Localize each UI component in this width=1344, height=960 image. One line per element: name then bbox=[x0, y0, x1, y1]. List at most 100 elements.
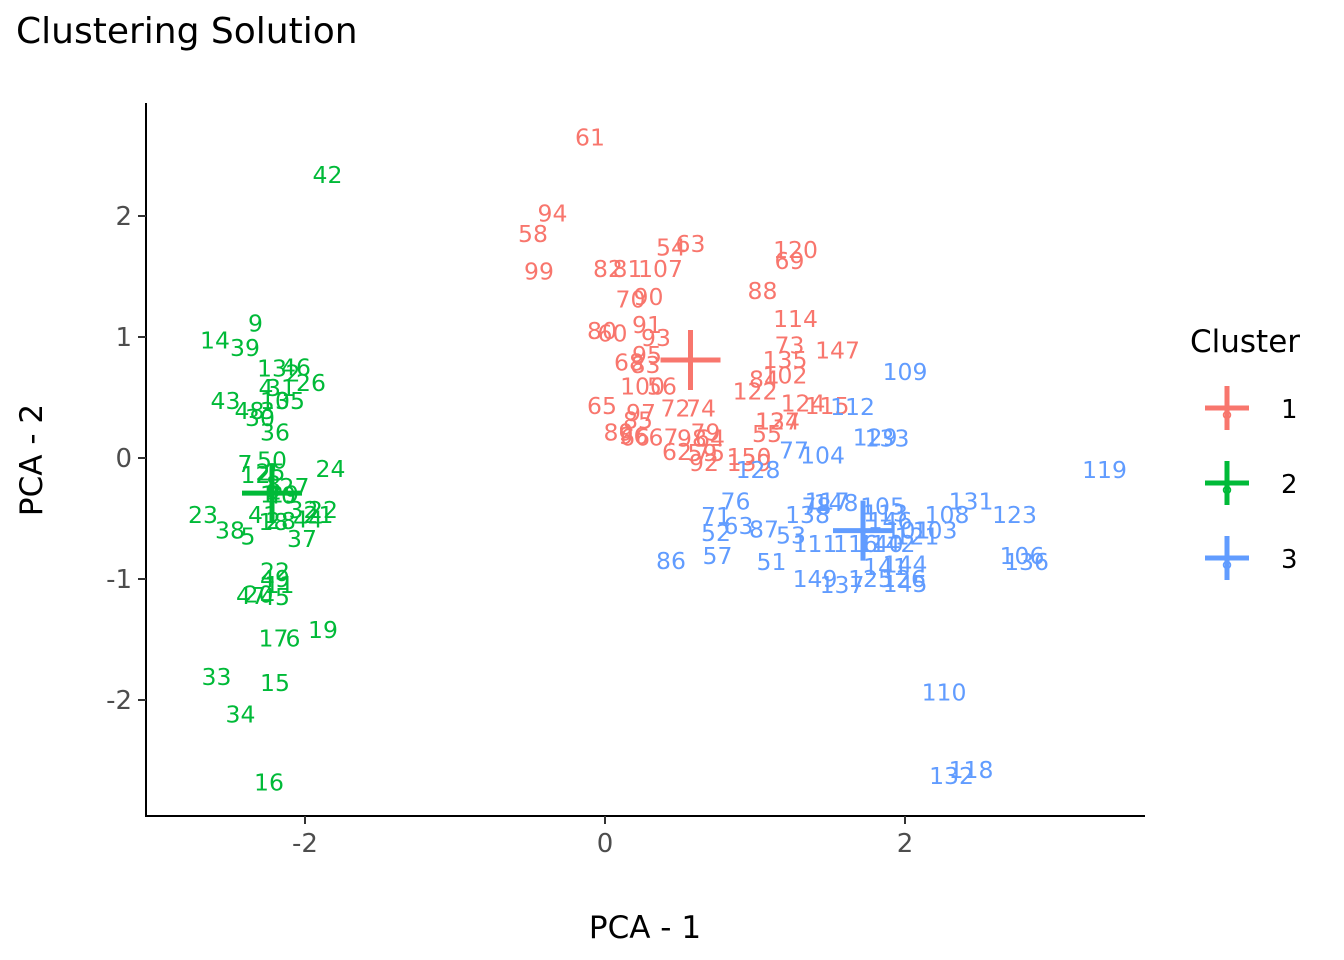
point-label-cluster-3: 148 bbox=[814, 489, 859, 517]
point-label-cluster-3: 71 bbox=[701, 502, 731, 530]
y-axis-title: PCA - 2 bbox=[14, 404, 50, 516]
point-label-cluster-1: 89 bbox=[604, 419, 634, 447]
point-label-cluster-3: 133 bbox=[865, 425, 910, 453]
point-label-cluster-1: 92 bbox=[689, 449, 719, 477]
point-label-cluster-1: 107 bbox=[638, 255, 683, 283]
point-label-cluster-3: 86 bbox=[656, 547, 686, 575]
point-label-cluster-2: 30 bbox=[245, 404, 275, 432]
point-label-cluster-3: 57 bbox=[703, 542, 733, 570]
point-label-cluster-1: 147 bbox=[815, 336, 860, 364]
point-label-cluster-1: 70 bbox=[616, 285, 646, 313]
legend-label-1: 1 bbox=[1281, 395, 1298, 425]
y-ticks: -2 -1 0 1 2 bbox=[106, 202, 146, 716]
point-label-cluster-2: 35 bbox=[275, 387, 305, 415]
point-label-cluster-3: 121 bbox=[895, 523, 940, 551]
point-label-cluster-3: 123 bbox=[992, 501, 1037, 529]
legend-key-1-dot bbox=[1222, 410, 1232, 420]
x-tick-label: 0 bbox=[597, 829, 614, 859]
point-label-cluster-2: 49 bbox=[260, 565, 290, 593]
legend-key-3-dot bbox=[1222, 560, 1232, 570]
point-label-cluster-3: 108 bbox=[925, 501, 970, 529]
point-label-cluster-3: 129 bbox=[853, 423, 898, 451]
point-label-cluster-1: 97 bbox=[626, 399, 656, 427]
point-label-cluster-2: 22 bbox=[308, 496, 338, 524]
point-label-cluster-1: 124 bbox=[781, 390, 826, 418]
point-label-cluster-3: 104 bbox=[800, 442, 845, 470]
point-label-cluster-2: 5 bbox=[241, 523, 256, 551]
point-label-cluster-1: 54 bbox=[656, 233, 686, 261]
point-label-cluster-3: 125 bbox=[848, 565, 893, 593]
point-label-cluster-2: 2 bbox=[286, 359, 301, 387]
point-label-cluster-3: 105 bbox=[860, 492, 905, 520]
point-label-cluster-3: 126 bbox=[881, 565, 926, 593]
point-label-cluster-3: 138 bbox=[785, 501, 830, 529]
point-label-cluster-2: 27 bbox=[280, 473, 310, 501]
point-label-cluster-3: 149 bbox=[793, 565, 838, 593]
point-label-cluster-1: 122 bbox=[733, 377, 778, 405]
y-tick-label: -2 bbox=[106, 686, 132, 716]
point-label-cluster-3: 110 bbox=[922, 679, 967, 707]
legend-label-3: 3 bbox=[1281, 545, 1298, 575]
point-label-cluster-2: 7 bbox=[238, 450, 253, 478]
point-label-cluster-2: 32 bbox=[289, 496, 319, 524]
point-label-cluster-2: 38 bbox=[215, 517, 245, 545]
point-label-cluster-2: 13 bbox=[257, 354, 287, 382]
point-label-cluster-3: 142 bbox=[871, 530, 916, 558]
point-label-cluster-1: 73 bbox=[775, 331, 805, 359]
point-label-cluster-2: 37 bbox=[287, 525, 317, 553]
point-label-cluster-3: 106 bbox=[1000, 542, 1045, 570]
y-tick-label: 1 bbox=[115, 323, 132, 353]
point-label-cluster-1: 83 bbox=[631, 351, 661, 379]
point-label-cluster-3: 77 bbox=[779, 437, 809, 465]
point-label-cluster-2: 10 bbox=[260, 387, 290, 415]
point-label-cluster-3: 63 bbox=[724, 512, 754, 540]
legend-label-2: 2 bbox=[1281, 470, 1298, 500]
point-label-cluster-3: 131 bbox=[949, 488, 994, 516]
point-label-cluster-1: 81 bbox=[613, 255, 643, 283]
point-label-cluster-2: 23 bbox=[188, 501, 218, 529]
point-label-cluster-2: 21 bbox=[304, 501, 334, 529]
legend-key-2-dot bbox=[1222, 485, 1232, 495]
legend: Cluster 1 2 3 bbox=[1190, 324, 1300, 580]
point-label-cluster-3: 145 bbox=[883, 570, 928, 598]
point-label-cluster-1: 127 bbox=[755, 408, 800, 436]
point-label-cluster-3: 76 bbox=[721, 488, 751, 516]
point-label-cluster-3: 109 bbox=[883, 358, 928, 386]
point-label-cluster-3: 136 bbox=[1004, 548, 1049, 576]
point-label-cluster-1: 90 bbox=[634, 283, 664, 311]
point-label-cluster-2: 48 bbox=[235, 397, 265, 425]
point-label-cluster-1: 88 bbox=[748, 277, 778, 305]
centroid-markers bbox=[242, 329, 893, 561]
point-label-cluster-2: 11 bbox=[265, 571, 295, 599]
point-label-cluster-1: 56 bbox=[647, 373, 677, 401]
point-label-cluster-1: 74 bbox=[686, 394, 716, 422]
point-label-cluster-2: 31 bbox=[266, 374, 296, 402]
point-label-cluster-1: 63 bbox=[676, 230, 706, 258]
point-label-cluster-1: 120 bbox=[773, 236, 818, 264]
point-label-cluster-1: 84 bbox=[749, 365, 779, 393]
chart-title: Clustering Solution bbox=[16, 11, 358, 52]
y-tick-label: 2 bbox=[115, 202, 132, 232]
point-label-cluster-1: 82 bbox=[593, 255, 623, 283]
point-label-cluster-1: 114 bbox=[773, 305, 818, 333]
point-label-cluster-2: 39 bbox=[230, 334, 260, 362]
point-label-cluster-3: 52 bbox=[701, 519, 731, 547]
point-label-cluster-3: 78 bbox=[802, 492, 832, 520]
point-label-cluster-1: 91 bbox=[632, 311, 662, 339]
x-tick-label: 2 bbox=[897, 829, 914, 859]
point-label-cluster-1: 55 bbox=[752, 420, 782, 448]
legend-title: Cluster bbox=[1190, 324, 1300, 360]
point-label-cluster-1: 99 bbox=[524, 258, 554, 286]
point-label-cluster-1: 98 bbox=[677, 425, 707, 453]
point-label-cluster-3: 113 bbox=[863, 500, 908, 528]
point-label-cluster-1: 96 bbox=[619, 422, 649, 450]
point-label-cluster-3: 119 bbox=[1082, 456, 1127, 484]
point-label-cluster-2: 19 bbox=[308, 616, 338, 644]
point-label-cluster-3: 112 bbox=[830, 393, 875, 421]
axes bbox=[145, 103, 1145, 817]
point-label-cluster-1: 135 bbox=[763, 346, 808, 374]
point-label-cluster-3: 87 bbox=[749, 515, 779, 543]
point-label-cluster-1: 69 bbox=[775, 247, 805, 275]
